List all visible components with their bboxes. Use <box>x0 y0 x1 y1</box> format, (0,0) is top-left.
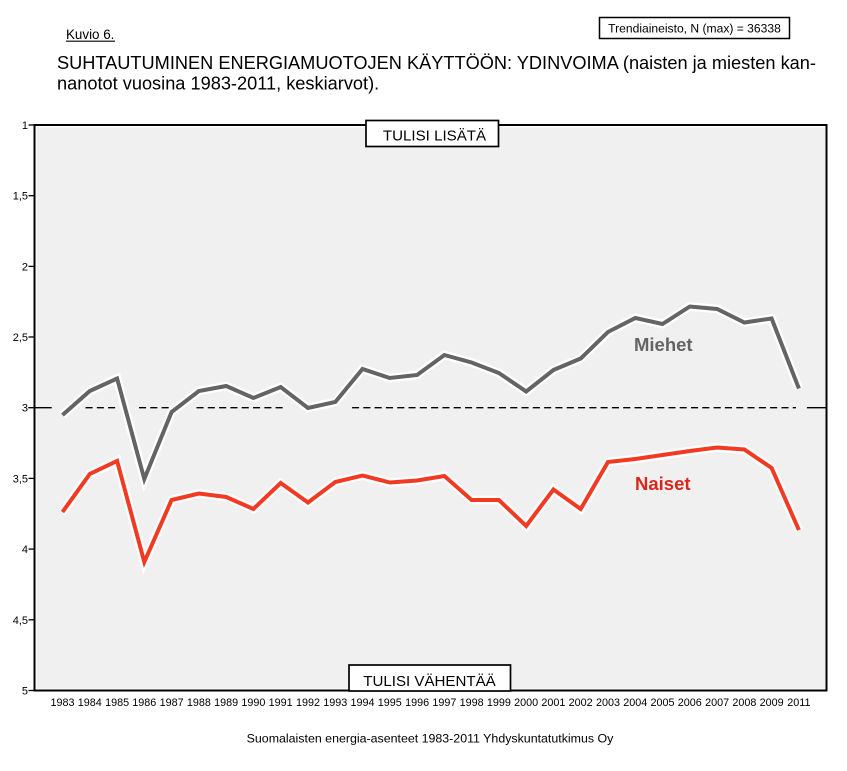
svg-text:1989: 1989 <box>214 697 238 709</box>
svg-text:2006: 2006 <box>678 697 702 709</box>
svg-text:2004: 2004 <box>623 697 647 709</box>
svg-text:2000: 2000 <box>514 697 538 709</box>
svg-text:Suomalaisten energia-asenteet: Suomalaisten energia-asenteet 1983-2011 … <box>247 732 614 746</box>
svg-text:1999: 1999 <box>487 697 511 709</box>
svg-text:1996: 1996 <box>405 697 429 709</box>
svg-text:3: 3 <box>22 403 28 415</box>
svg-text:2002: 2002 <box>569 697 593 709</box>
svg-text:1998: 1998 <box>460 697 484 709</box>
svg-text:Kuvio 6.: Kuvio 6. <box>66 27 114 42</box>
svg-text:1997: 1997 <box>432 697 456 709</box>
svg-text:1984: 1984 <box>78 697 102 709</box>
svg-text:2008: 2008 <box>732 697 756 709</box>
svg-text:1987: 1987 <box>160 697 184 709</box>
svg-text:1991: 1991 <box>269 697 293 709</box>
svg-text:Naiset: Naiset <box>635 473 691 494</box>
svg-text:2011: 2011 <box>787 697 810 709</box>
svg-text:2003: 2003 <box>596 697 620 709</box>
svg-text:5: 5 <box>22 686 28 698</box>
svg-text:4: 4 <box>22 544 28 556</box>
svg-text:1985: 1985 <box>105 697 129 709</box>
svg-text:2,5: 2,5 <box>13 332 28 344</box>
svg-text:2: 2 <box>22 261 28 273</box>
svg-text:1993: 1993 <box>323 697 347 709</box>
svg-text:nanotot vuosina 1983-2011, kes: nanotot vuosina 1983-2011, keskiarvot). <box>57 74 379 94</box>
svg-text:2009: 2009 <box>760 697 784 709</box>
svg-text:Miehet: Miehet <box>634 334 693 355</box>
svg-text:SUHTAUTUMINEN ENERGIAMUOTOJEN: SUHTAUTUMINEN ENERGIAMUOTOJEN KÄYTTÖÖN: … <box>57 53 816 73</box>
svg-text:1: 1 <box>22 120 28 132</box>
svg-text:3,5: 3,5 <box>13 473 28 485</box>
svg-text:1986: 1986 <box>132 697 156 709</box>
svg-text:Trendiaineisto, N (max) = 3633: Trendiaineisto, N (max) = 36338 <box>608 22 781 36</box>
svg-text:TULISI VÄHENTÄÄ: TULISI VÄHENTÄÄ <box>363 673 496 690</box>
svg-text:1,5: 1,5 <box>13 191 28 203</box>
svg-text:1990: 1990 <box>241 697 265 709</box>
svg-text:1992: 1992 <box>296 697 320 709</box>
svg-text:2001: 2001 <box>541 697 565 709</box>
svg-text:2005: 2005 <box>650 697 674 709</box>
svg-text:1988: 1988 <box>187 697 211 709</box>
svg-text:1995: 1995 <box>378 697 402 709</box>
svg-text:2007: 2007 <box>705 697 729 709</box>
svg-text:1994: 1994 <box>350 697 374 709</box>
svg-text:1983: 1983 <box>50 697 74 709</box>
svg-text:TULISI LISÄTÄ: TULISI LISÄTÄ <box>383 128 487 145</box>
svg-text:4,5: 4,5 <box>13 615 28 627</box>
